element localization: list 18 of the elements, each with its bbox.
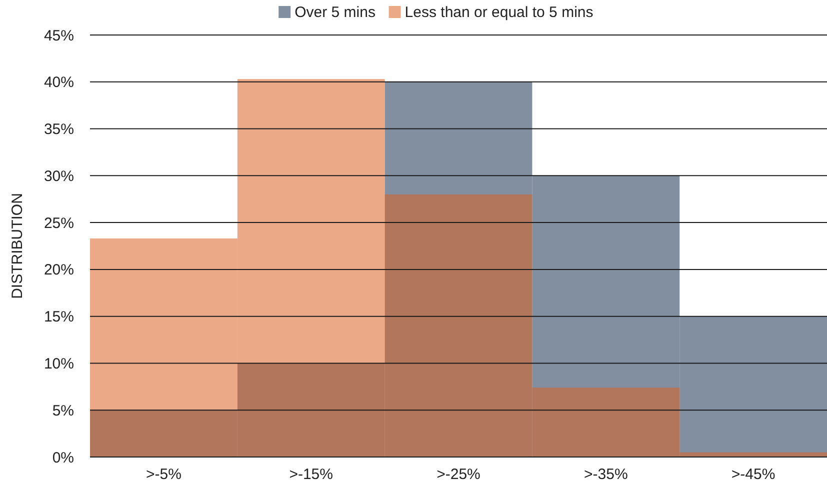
y-tick-label: 15% <box>44 308 74 326</box>
y-tick-label: 45% <box>44 27 74 44</box>
y-tick-label: 25% <box>44 214 74 232</box>
x-tick-label: >-5% <box>146 466 182 483</box>
x-tick-label: >-25% <box>436 466 480 483</box>
y-tick-label: 30% <box>44 168 74 185</box>
y-tick-label: 10% <box>44 355 74 372</box>
x-tick-label: >-35% <box>584 466 628 483</box>
y-tick-label: 20% <box>44 262 74 279</box>
x-tick-label: >-45% <box>731 466 776 483</box>
y-tick-label: 35% <box>44 121 74 138</box>
y-tick-label: 5% <box>52 402 74 420</box>
legend-label: Over 5 mins <box>294 4 376 21</box>
y-tick-label: 40% <box>44 74 74 92</box>
x-tick-label: >-15% <box>289 466 333 483</box>
y-axis-title: DISTRIBUTION <box>9 193 26 299</box>
legend-label: Less than or equal to 5 mins <box>404 4 594 21</box>
y-tick-label: 0% <box>52 449 74 466</box>
